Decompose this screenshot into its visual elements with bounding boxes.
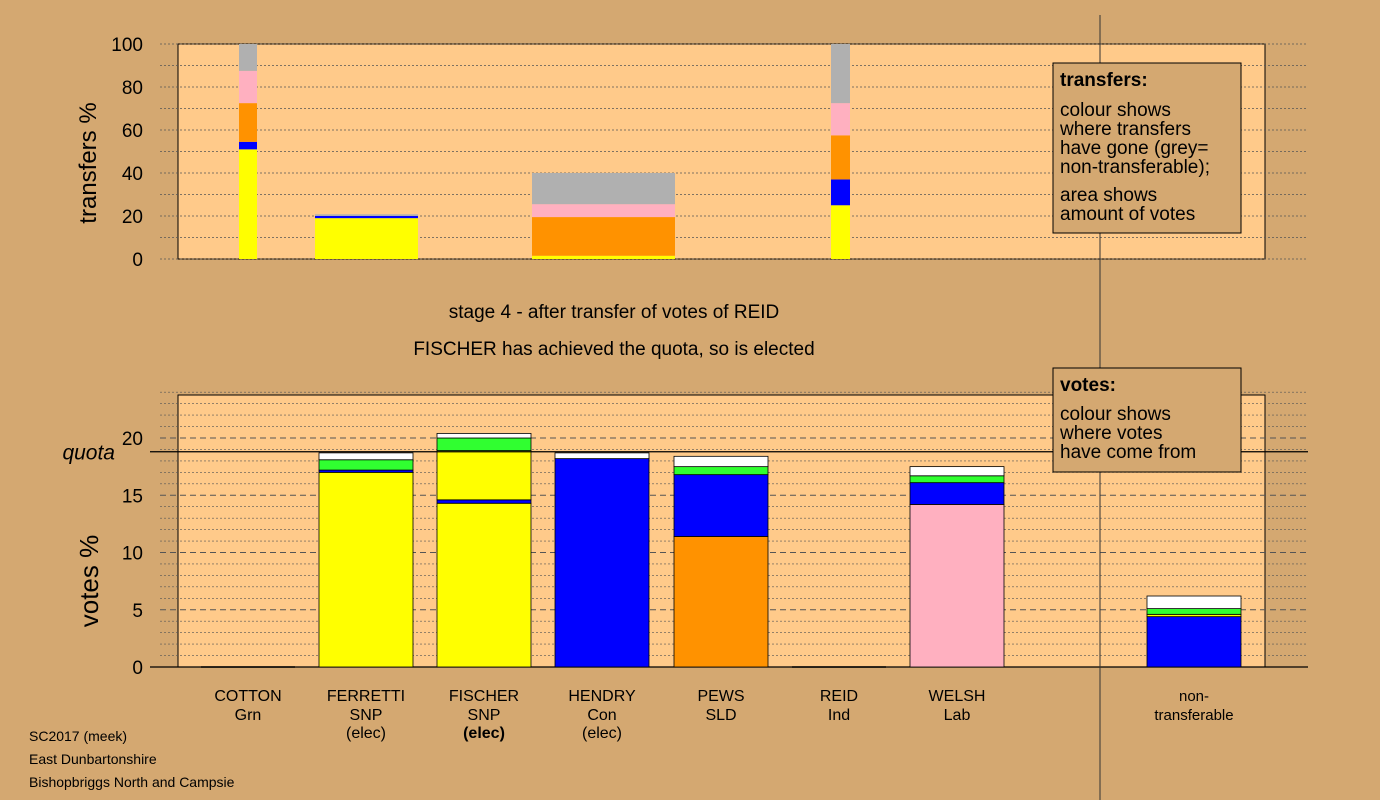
candidate-labels: COTTONGrnFERRETTISNP(elec)FISCHERSNP(ele… xyxy=(214,688,1233,742)
candidate-name: FISCHER xyxy=(449,688,519,705)
y-tick-label: 0 xyxy=(132,658,143,679)
transfer-segment-reid xyxy=(831,205,850,259)
vote-segment-hendry xyxy=(554,458,650,668)
candidate-party: Grn xyxy=(235,707,262,724)
candidate-name: REID xyxy=(820,688,858,705)
transfers-legend-line: where transfers xyxy=(1059,119,1191,140)
transfers-legend-line: non-transferable); xyxy=(1060,157,1210,178)
candidate-name: non- xyxy=(1179,688,1209,705)
votes-bars xyxy=(201,433,1242,668)
vote-segment-fischer xyxy=(436,502,532,668)
vote-segment-ferretti xyxy=(318,459,414,471)
votes-legend-line: colour shows xyxy=(1060,404,1171,425)
stage-line-1: stage 4 - after transfer of votes of REI… xyxy=(449,302,780,323)
vote-segment-non xyxy=(1146,608,1242,615)
transfer-segment-reid xyxy=(831,179,850,206)
y-tick-label: 15 xyxy=(122,486,143,507)
vote-segment-pews xyxy=(673,536,769,668)
transfers-y-axis: 0 20 40 60 80 100 xyxy=(111,35,143,271)
candidate-party: Lab xyxy=(944,707,971,724)
candidate-party: transferable xyxy=(1154,707,1233,724)
y-tick-label: 60 xyxy=(122,121,143,142)
vote-segment-welsh xyxy=(909,482,1005,505)
vote-segment-fischer xyxy=(436,437,532,451)
vote-segment-non xyxy=(1146,616,1242,668)
transfer-segment-fischer xyxy=(532,204,675,218)
vote-segment-welsh xyxy=(909,466,1005,477)
votes-legend: votes: colour shows where votes have com… xyxy=(1052,367,1242,473)
transfer-segment-fischer xyxy=(532,217,675,256)
candidate-name: HENDRY xyxy=(568,688,636,705)
quota-label: quota xyxy=(62,442,115,465)
transfer-segment-reid xyxy=(831,103,850,136)
transfers-legend: transfers: colour shows where transfers … xyxy=(1052,62,1242,234)
votes-legend-title: votes: xyxy=(1060,375,1116,396)
footer-line-2: East Dunbartonshire xyxy=(29,751,157,767)
y-tick-label: 0 xyxy=(132,250,143,271)
y-tick-label: 10 xyxy=(122,544,143,565)
transfer-segment-fischer xyxy=(532,173,675,205)
y-tick-label: 100 xyxy=(111,35,143,56)
transfers-legend-line: have gone (grey= xyxy=(1060,138,1208,159)
candidate-party: SNP xyxy=(350,707,383,724)
y-tick-label: 80 xyxy=(122,78,143,99)
vote-segment-welsh xyxy=(909,504,1005,668)
y-tick-label: 20 xyxy=(122,207,143,228)
candidate-status: (elec) xyxy=(346,725,386,742)
vote-segment-fischer xyxy=(436,433,532,439)
candidate-status: (elec) xyxy=(582,725,622,742)
transfer-segment-cotton xyxy=(239,103,257,142)
candidate-party: Con xyxy=(587,707,616,724)
transfers-legend-title: transfers: xyxy=(1060,70,1148,91)
transfers-bars xyxy=(239,44,850,259)
transfer-segment-ferretti xyxy=(315,216,418,219)
y-tick-label: 40 xyxy=(122,164,143,185)
transfer-segment-ferretti xyxy=(315,214,418,216)
transfer-segment-cotton xyxy=(239,70,257,104)
candidate-status: (elec) xyxy=(463,725,505,742)
votes-y-axis: 0 5 10 15 20 xyxy=(122,429,143,679)
candidate-party: SNP xyxy=(468,707,501,724)
vote-segment-pews xyxy=(673,474,769,537)
transfer-segment-fischer xyxy=(532,255,675,259)
transfers-ylabel: transfers % xyxy=(75,102,102,223)
candidate-name: COTTON xyxy=(214,688,281,705)
vote-segment-pews xyxy=(673,466,769,476)
transfer-segment-ferretti xyxy=(315,218,418,259)
candidate-name: FERRETTI xyxy=(327,688,405,705)
vote-segment-non xyxy=(1146,595,1242,610)
candidate-name: PEWS xyxy=(697,688,744,705)
votes-ylabel: votes % xyxy=(74,535,104,628)
vote-segment-hendry xyxy=(554,452,650,460)
transfer-segment-cotton xyxy=(239,44,257,71)
transfer-segment-cotton xyxy=(239,149,257,259)
transfer-segment-cotton xyxy=(239,141,257,150)
vote-segment-fischer xyxy=(436,499,532,504)
transfers-legend-line: area shows xyxy=(1060,185,1157,206)
transfers-legend-line: amount of votes xyxy=(1060,204,1195,225)
y-tick-label: 20 xyxy=(122,429,143,450)
vote-segment-ferretti xyxy=(318,452,414,461)
votes-legend-line: where votes xyxy=(1059,423,1162,444)
footer-line-1: SC2017 (meek) xyxy=(29,728,128,744)
candidate-party: Ind xyxy=(828,707,850,724)
y-tick-label: 5 xyxy=(132,601,143,622)
transfer-segment-reid xyxy=(831,44,850,104)
stage-line-2: FISCHER has achieved the quota, so is el… xyxy=(413,339,814,360)
footer-line-3: Bishopbriggs North and Campsie xyxy=(29,774,235,790)
votes-legend-line: have come from xyxy=(1060,442,1196,463)
vote-segment-fischer xyxy=(436,450,532,501)
vote-segment-pews xyxy=(673,455,769,468)
transfers-legend-line: colour shows xyxy=(1060,100,1171,121)
vote-segment-ferretti xyxy=(318,471,414,668)
transfer-segment-reid xyxy=(831,135,850,180)
vote-segment-welsh xyxy=(909,475,1005,484)
candidate-party: SLD xyxy=(705,707,736,724)
candidate-name: WELSH xyxy=(929,688,986,705)
